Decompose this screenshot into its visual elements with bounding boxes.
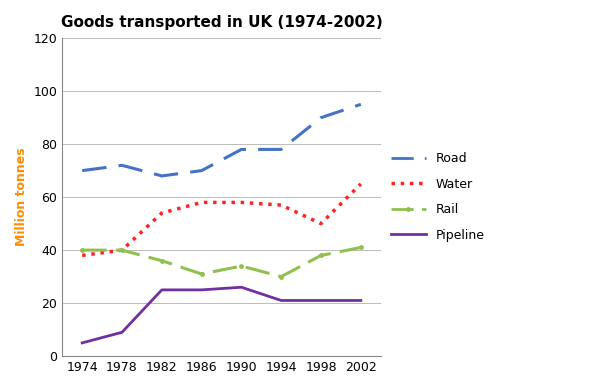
Rail [198, 272, 205, 276]
Road [79, 168, 86, 173]
Line: Road: Road [82, 104, 361, 176]
Legend: Road, Water, Rail, Pipeline: Road, Water, Rail, Pipeline [387, 149, 489, 245]
Pipeline [278, 298, 285, 303]
Line: Pipeline: Pipeline [82, 287, 361, 343]
Road [357, 102, 365, 107]
Pipeline [238, 285, 245, 289]
Road [119, 163, 126, 168]
Pipeline [119, 330, 126, 335]
Water [317, 221, 325, 226]
Road [317, 115, 325, 120]
Rail [278, 274, 285, 279]
Water [238, 200, 245, 205]
Rail [158, 258, 166, 263]
Road [158, 173, 166, 178]
Rail [357, 245, 365, 250]
Line: Rail: Rail [79, 244, 364, 280]
Pipeline [79, 340, 86, 345]
Title: Goods transported in UK (1974-2002): Goods transported in UK (1974-2002) [61, 15, 383, 30]
Road [198, 168, 205, 173]
Line: Water: Water [82, 184, 361, 256]
Pipeline [158, 287, 166, 292]
Water [119, 248, 126, 252]
Pipeline [357, 298, 365, 303]
Y-axis label: Million tonnes: Million tonnes [15, 148, 28, 247]
Pipeline [198, 287, 205, 292]
Rail [79, 248, 86, 252]
Rail [238, 264, 245, 268]
Road [238, 147, 245, 152]
Rail [317, 253, 325, 258]
Water [198, 200, 205, 205]
Water [357, 182, 365, 186]
Water [278, 203, 285, 207]
Pipeline [317, 298, 325, 303]
Water [158, 211, 166, 216]
Water [79, 253, 86, 258]
Rail [119, 248, 126, 252]
Road [278, 147, 285, 152]
